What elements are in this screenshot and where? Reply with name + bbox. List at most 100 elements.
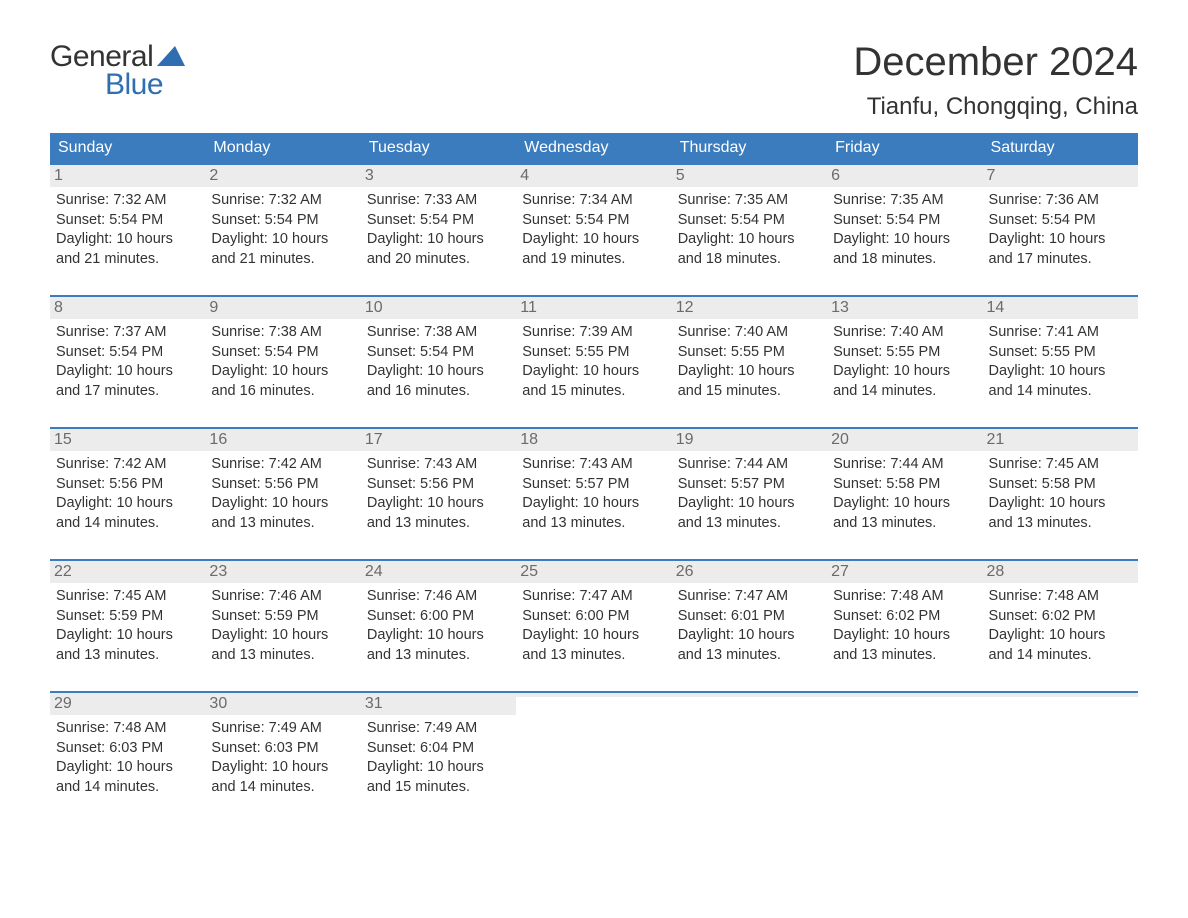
sunrise-text: Sunrise: 7:47 AM: [522, 587, 665, 607]
sunrise-text: Sunrise: 7:35 AM: [678, 191, 821, 211]
day-number: 11: [516, 297, 671, 319]
daylight-line1: Daylight: 10 hours: [211, 362, 354, 382]
day-details: Sunrise: 7:34 AMSunset: 5:54 PMDaylight:…: [522, 191, 665, 269]
daylight-line2: and 16 minutes.: [367, 382, 510, 402]
daylight-line2: and 17 minutes.: [56, 382, 199, 402]
day-cell: [516, 693, 671, 805]
day-number: 26: [672, 561, 827, 583]
sunrise-text: Sunrise: 7:43 AM: [367, 455, 510, 475]
sunset-text: Sunset: 5:54 PM: [989, 211, 1132, 231]
daylight-line2: and 13 minutes.: [56, 646, 199, 666]
sunrise-text: Sunrise: 7:39 AM: [522, 323, 665, 343]
sunrise-text: Sunrise: 7:41 AM: [989, 323, 1132, 343]
sunrise-text: Sunrise: 7:35 AM: [833, 191, 976, 211]
sunrise-text: Sunrise: 7:42 AM: [56, 455, 199, 475]
day-cell: 26Sunrise: 7:47 AMSunset: 6:01 PMDayligh…: [672, 561, 827, 673]
daylight-line2: and 15 minutes.: [367, 778, 510, 798]
sunrise-text: Sunrise: 7:32 AM: [56, 191, 199, 211]
sunset-text: Sunset: 6:02 PM: [833, 607, 976, 627]
daylight-line2: and 21 minutes.: [56, 250, 199, 270]
sunset-text: Sunset: 5:56 PM: [211, 475, 354, 495]
sunset-text: Sunset: 5:57 PM: [678, 475, 821, 495]
day-number: 4: [516, 165, 671, 187]
daylight-line1: Daylight: 10 hours: [56, 494, 199, 514]
sunset-text: Sunset: 6:02 PM: [989, 607, 1132, 627]
month-title: December 2024: [853, 40, 1138, 85]
daylight-line1: Daylight: 10 hours: [522, 626, 665, 646]
sunrise-text: Sunrise: 7:38 AM: [211, 323, 354, 343]
daylight-line1: Daylight: 10 hours: [833, 494, 976, 514]
day-details: Sunrise: 7:49 AMSunset: 6:03 PMDaylight:…: [211, 719, 354, 797]
day-details: Sunrise: 7:40 AMSunset: 5:55 PMDaylight:…: [833, 323, 976, 401]
daylight-line1: Daylight: 10 hours: [56, 362, 199, 382]
daylight-line1: Daylight: 10 hours: [678, 626, 821, 646]
daylight-line2: and 14 minutes.: [989, 382, 1132, 402]
day-cell: 11Sunrise: 7:39 AMSunset: 5:55 PMDayligh…: [516, 297, 671, 409]
sunrise-text: Sunrise: 7:48 AM: [56, 719, 199, 739]
day-number: 9: [205, 297, 360, 319]
daylight-line2: and 13 minutes.: [522, 646, 665, 666]
day-header: Monday: [205, 133, 360, 163]
day-cell: 21Sunrise: 7:45 AMSunset: 5:58 PMDayligh…: [983, 429, 1138, 541]
sunset-text: Sunset: 6:01 PM: [678, 607, 821, 627]
day-header: Friday: [827, 133, 982, 163]
day-number: 24: [361, 561, 516, 583]
day-number: 2: [205, 165, 360, 187]
day-header-row: Sunday Monday Tuesday Wednesday Thursday…: [50, 133, 1138, 163]
day-cell: 16Sunrise: 7:42 AMSunset: 5:56 PMDayligh…: [205, 429, 360, 541]
day-details: Sunrise: 7:48 AMSunset: 6:03 PMDaylight:…: [56, 719, 199, 797]
sunrise-text: Sunrise: 7:48 AM: [989, 587, 1132, 607]
day-number: 31: [361, 693, 516, 715]
sunrise-text: Sunrise: 7:38 AM: [367, 323, 510, 343]
day-details: Sunrise: 7:43 AMSunset: 5:57 PMDaylight:…: [522, 455, 665, 533]
daylight-line2: and 13 minutes.: [678, 514, 821, 534]
calendar: Sunday Monday Tuesday Wednesday Thursday…: [50, 133, 1138, 805]
day-cell: [827, 693, 982, 805]
day-cell: 2Sunrise: 7:32 AMSunset: 5:54 PMDaylight…: [205, 165, 360, 277]
sunrise-text: Sunrise: 7:48 AM: [833, 587, 976, 607]
day-details: Sunrise: 7:38 AMSunset: 5:54 PMDaylight:…: [367, 323, 510, 401]
daylight-line1: Daylight: 10 hours: [367, 626, 510, 646]
day-details: Sunrise: 7:37 AMSunset: 5:54 PMDaylight:…: [56, 323, 199, 401]
daylight-line1: Daylight: 10 hours: [989, 362, 1132, 382]
day-header: Saturday: [983, 133, 1138, 163]
day-details: Sunrise: 7:46 AMSunset: 5:59 PMDaylight:…: [211, 587, 354, 665]
day-number: [516, 693, 671, 697]
day-cell: 15Sunrise: 7:42 AMSunset: 5:56 PMDayligh…: [50, 429, 205, 541]
day-cell: 23Sunrise: 7:46 AMSunset: 5:59 PMDayligh…: [205, 561, 360, 673]
day-number: 17: [361, 429, 516, 451]
day-details: Sunrise: 7:47 AMSunset: 6:00 PMDaylight:…: [522, 587, 665, 665]
daylight-line1: Daylight: 10 hours: [989, 626, 1132, 646]
day-details: Sunrise: 7:44 AMSunset: 5:57 PMDaylight:…: [678, 455, 821, 533]
day-cell: 1Sunrise: 7:32 AMSunset: 5:54 PMDaylight…: [50, 165, 205, 277]
day-cell: 28Sunrise: 7:48 AMSunset: 6:02 PMDayligh…: [983, 561, 1138, 673]
sunrise-text: Sunrise: 7:49 AM: [211, 719, 354, 739]
day-number: 3: [361, 165, 516, 187]
sunrise-text: Sunrise: 7:32 AM: [211, 191, 354, 211]
daylight-line1: Daylight: 10 hours: [678, 362, 821, 382]
daylight-line1: Daylight: 10 hours: [522, 362, 665, 382]
sunrise-text: Sunrise: 7:40 AM: [678, 323, 821, 343]
sunset-text: Sunset: 5:56 PM: [56, 475, 199, 495]
day-number: 6: [827, 165, 982, 187]
day-cell: 10Sunrise: 7:38 AMSunset: 5:54 PMDayligh…: [361, 297, 516, 409]
sunset-text: Sunset: 5:54 PM: [211, 211, 354, 231]
sunset-text: Sunset: 5:59 PM: [211, 607, 354, 627]
day-details: Sunrise: 7:42 AMSunset: 5:56 PMDaylight:…: [211, 455, 354, 533]
day-number: 19: [672, 429, 827, 451]
day-number: 5: [672, 165, 827, 187]
daylight-line1: Daylight: 10 hours: [367, 494, 510, 514]
title-block: December 2024 Tianfu, Chongqing, China: [853, 40, 1138, 121]
day-header: Wednesday: [516, 133, 671, 163]
day-cell: 25Sunrise: 7:47 AMSunset: 6:00 PMDayligh…: [516, 561, 671, 673]
day-number: 20: [827, 429, 982, 451]
sunset-text: Sunset: 5:54 PM: [211, 343, 354, 363]
sunset-text: Sunset: 5:54 PM: [367, 343, 510, 363]
sunset-text: Sunset: 5:54 PM: [56, 343, 199, 363]
day-cell: 8Sunrise: 7:37 AMSunset: 5:54 PMDaylight…: [50, 297, 205, 409]
day-details: Sunrise: 7:49 AMSunset: 6:04 PMDaylight:…: [367, 719, 510, 797]
day-cell: 5Sunrise: 7:35 AMSunset: 5:54 PMDaylight…: [672, 165, 827, 277]
sunset-text: Sunset: 6:00 PM: [522, 607, 665, 627]
sunrise-text: Sunrise: 7:34 AM: [522, 191, 665, 211]
daylight-line1: Daylight: 10 hours: [211, 494, 354, 514]
